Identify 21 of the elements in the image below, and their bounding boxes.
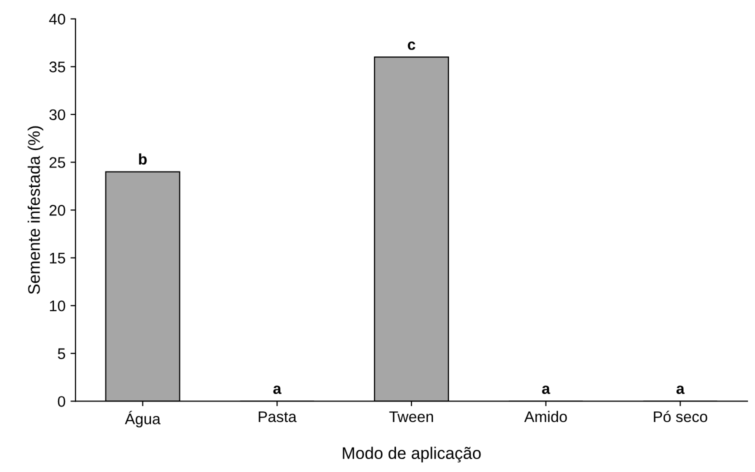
annotation: a <box>676 386 685 394</box>
y-tick-label: 10 <box>50 300 66 312</box>
x-axis-title: Modo de aplicação <box>342 446 481 462</box>
annotation: a <box>542 386 550 394</box>
annotation: b <box>139 153 147 165</box>
y-tick-label: 25 <box>50 157 66 168</box>
annotation: c <box>408 42 416 50</box>
y-tick-label: 30 <box>49 109 66 120</box>
annotation: a <box>273 386 282 394</box>
y-tick-label: 15 <box>50 252 66 264</box>
y-tick-label: 40 <box>49 14 66 25</box>
y-axis-title: Semente infestada (%) <box>28 126 44 294</box>
x-tick-label: Pó seco <box>654 410 708 422</box>
x-tick-label: Amido <box>524 410 567 422</box>
x-tick-label: Pasta <box>258 411 297 422</box>
y-tick-label: 35 <box>49 62 66 72</box>
y-tick-label: 0 <box>58 396 66 407</box>
y-tick-label: 20 <box>50 204 66 216</box>
x-tick-label: Tween <box>389 411 433 422</box>
y-tick-label: 5 <box>58 348 66 360</box>
x-tick-label: Água <box>124 410 161 428</box>
